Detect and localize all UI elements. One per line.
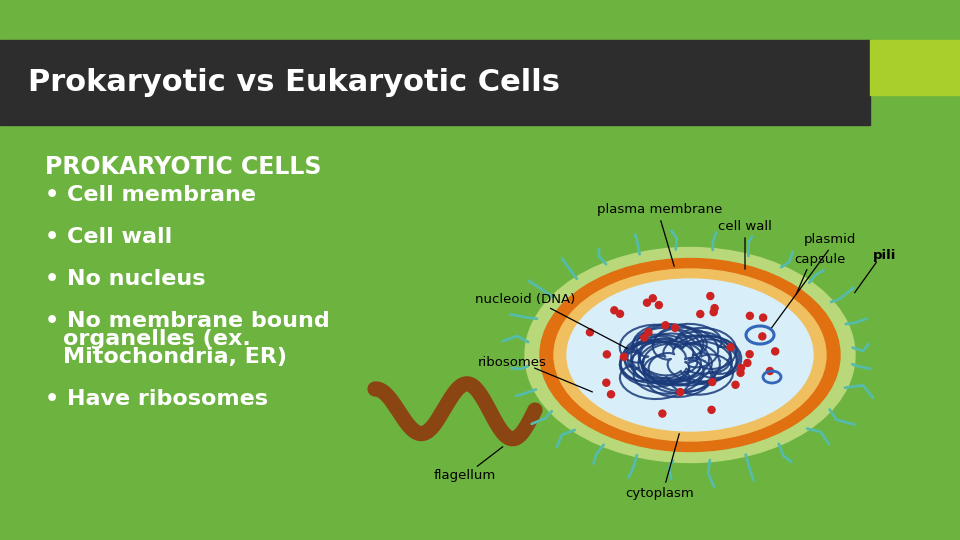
Text: • Have ribosomes: • Have ribosomes xyxy=(45,389,268,409)
Circle shape xyxy=(697,310,704,318)
Ellipse shape xyxy=(540,259,840,451)
Circle shape xyxy=(656,301,662,308)
Text: organelles (ex.: organelles (ex. xyxy=(63,329,251,349)
Circle shape xyxy=(640,334,648,341)
Text: pili: pili xyxy=(874,248,897,261)
Text: flagellum: flagellum xyxy=(434,469,496,482)
Text: • Cell wall: • Cell wall xyxy=(45,227,172,247)
Circle shape xyxy=(672,325,679,332)
Circle shape xyxy=(659,410,666,417)
Circle shape xyxy=(677,389,684,396)
Circle shape xyxy=(746,312,754,319)
Circle shape xyxy=(744,360,751,367)
Circle shape xyxy=(662,322,669,329)
Circle shape xyxy=(737,369,744,376)
Text: plasma membrane: plasma membrane xyxy=(597,204,723,217)
Circle shape xyxy=(766,368,774,375)
Circle shape xyxy=(620,353,628,360)
Circle shape xyxy=(611,307,618,314)
Circle shape xyxy=(708,379,716,386)
Circle shape xyxy=(759,314,767,321)
Text: ribosomes: ribosomes xyxy=(477,356,546,369)
Circle shape xyxy=(772,348,779,355)
Bar xyxy=(870,40,960,95)
Text: nucleoid (DNA): nucleoid (DNA) xyxy=(475,294,575,307)
Circle shape xyxy=(710,309,717,316)
Text: cell wall: cell wall xyxy=(718,220,772,233)
Text: Prokaryotic vs Eukaryotic Cells: Prokaryotic vs Eukaryotic Cells xyxy=(28,68,560,97)
Circle shape xyxy=(758,333,766,340)
Ellipse shape xyxy=(567,279,813,431)
Circle shape xyxy=(603,379,610,386)
Circle shape xyxy=(649,295,657,302)
Circle shape xyxy=(746,350,753,357)
Text: capsule: capsule xyxy=(794,253,846,267)
Circle shape xyxy=(732,381,739,388)
Circle shape xyxy=(603,351,611,358)
Text: • No membrane bound: • No membrane bound xyxy=(45,311,329,331)
Text: plasmid: plasmid xyxy=(804,233,856,246)
Circle shape xyxy=(737,364,745,372)
Circle shape xyxy=(711,305,718,312)
Circle shape xyxy=(608,391,614,398)
Circle shape xyxy=(616,310,623,318)
Text: cytoplasm: cytoplasm xyxy=(626,487,694,500)
Text: Mitochondria, ER): Mitochondria, ER) xyxy=(63,347,287,367)
Ellipse shape xyxy=(525,247,855,462)
Circle shape xyxy=(643,299,651,306)
Text: • Cell membrane: • Cell membrane xyxy=(45,185,256,205)
Circle shape xyxy=(707,293,714,300)
Circle shape xyxy=(727,344,734,350)
Text: PROKARYOTIC CELLS: PROKARYOTIC CELLS xyxy=(45,155,322,179)
Bar xyxy=(0,40,870,125)
Circle shape xyxy=(587,329,593,336)
Circle shape xyxy=(708,406,715,413)
Ellipse shape xyxy=(554,269,826,441)
Circle shape xyxy=(645,329,652,336)
Text: • No nucleus: • No nucleus xyxy=(45,269,205,289)
